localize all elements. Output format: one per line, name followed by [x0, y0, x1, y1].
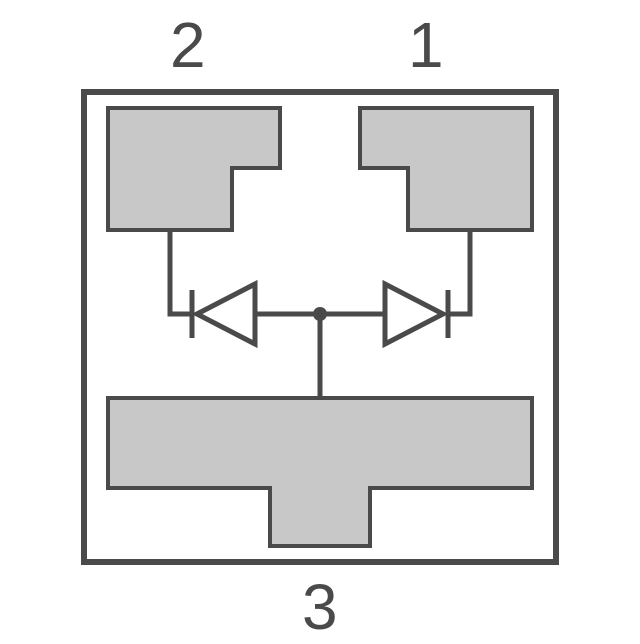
- pad-1: [360, 108, 532, 230]
- diode-left-triangle: [197, 284, 255, 344]
- pad-3: [108, 398, 532, 546]
- pad-2: [108, 108, 280, 230]
- schematic-svg: [0, 0, 640, 640]
- wire-pin2: [170, 230, 192, 314]
- diode-right-triangle: [385, 284, 443, 344]
- wire-pin1: [448, 230, 470, 314]
